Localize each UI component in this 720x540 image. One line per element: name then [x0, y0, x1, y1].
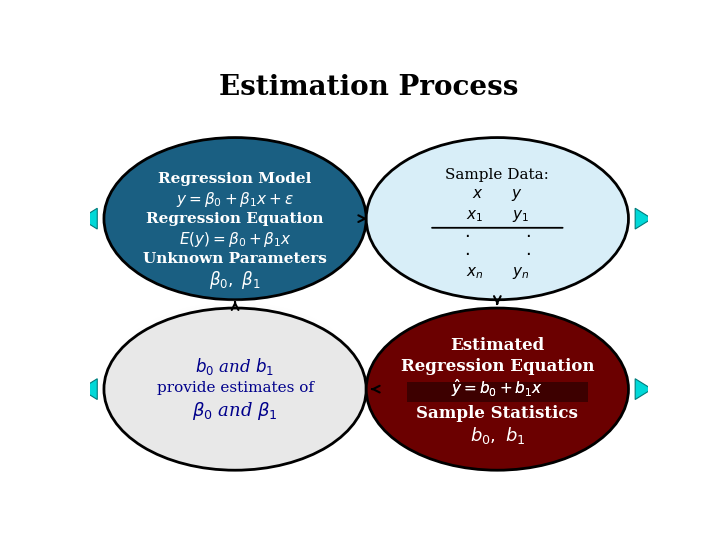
- Text: Regression Equation: Regression Equation: [146, 212, 324, 226]
- Ellipse shape: [130, 320, 340, 450]
- Ellipse shape: [366, 138, 629, 300]
- Text: Estimation Process: Estimation Process: [220, 74, 518, 101]
- Ellipse shape: [143, 330, 327, 444]
- Text: $y = \beta_0 + \beta_1 x + \varepsilon$: $y = \beta_0 + \beta_1 x + \varepsilon$: [176, 191, 294, 210]
- Ellipse shape: [125, 316, 345, 453]
- Ellipse shape: [127, 318, 343, 451]
- Ellipse shape: [154, 339, 316, 439]
- Polygon shape: [81, 208, 97, 229]
- Ellipse shape: [366, 308, 629, 470]
- Text: Estimated: Estimated: [450, 337, 544, 354]
- Ellipse shape: [104, 308, 366, 470]
- Text: $\hat{y} = b_0 + b_1 x$: $\hat{y} = b_0 + b_1 x$: [451, 377, 544, 399]
- Ellipse shape: [146, 332, 324, 443]
- Ellipse shape: [112, 306, 359, 458]
- Text: Sample Statistics: Sample Statistics: [416, 405, 578, 422]
- Text: Unknown Parameters: Unknown Parameters: [143, 252, 327, 266]
- Polygon shape: [635, 208, 652, 229]
- Text: $x \qquad y$: $x \qquad y$: [472, 186, 523, 202]
- Text: $\beta_0$ and $\beta_1$: $\beta_0$ and $\beta_1$: [192, 400, 278, 422]
- Text: $E(y) = \beta_0 + \beta_1 x$: $E(y) = \beta_0 + \beta_1 x$: [179, 230, 292, 249]
- Ellipse shape: [140, 328, 330, 445]
- Ellipse shape: [138, 326, 332, 446]
- Text: provide estimates of: provide estimates of: [156, 381, 314, 395]
- Text: $x_n \qquad y_n$: $x_n \qquad y_n$: [466, 265, 529, 281]
- Text: $b_0$ and $b_1$: $b_0$ and $b_1$: [195, 356, 275, 377]
- Polygon shape: [635, 379, 652, 400]
- Text: Regression Model: Regression Model: [158, 172, 312, 186]
- Ellipse shape: [148, 334, 322, 441]
- Text: $\beta_0,\ \beta_1$: $\beta_0,\ \beta_1$: [210, 269, 261, 291]
- Ellipse shape: [104, 138, 366, 300]
- Ellipse shape: [109, 304, 361, 460]
- Text: $\cdot \qquad\quad \cdot$: $\cdot \qquad\quad \cdot$: [464, 226, 531, 244]
- Ellipse shape: [114, 308, 356, 457]
- Text: Regression Equation: Regression Equation: [400, 358, 594, 375]
- Ellipse shape: [107, 302, 364, 461]
- Ellipse shape: [104, 300, 366, 462]
- Ellipse shape: [122, 314, 348, 454]
- Ellipse shape: [151, 336, 319, 440]
- Text: $\cdot \qquad\quad \cdot$: $\cdot \qquad\quad \cdot$: [464, 244, 531, 262]
- FancyBboxPatch shape: [407, 382, 588, 402]
- Text: $b_0,\ b_1$: $b_0,\ b_1$: [469, 425, 525, 446]
- Ellipse shape: [135, 324, 335, 448]
- Polygon shape: [81, 379, 97, 400]
- Text: Sample Data:: Sample Data:: [446, 168, 549, 182]
- Text: $\hat{y} = b_0 + b_1 x$: $\hat{y} = b_0 + b_1 x$: [451, 377, 544, 399]
- Text: $x_1 \qquad y_1$: $x_1 \qquad y_1$: [466, 208, 529, 224]
- Ellipse shape: [132, 322, 338, 449]
- Ellipse shape: [120, 312, 351, 455]
- Ellipse shape: [117, 310, 353, 456]
